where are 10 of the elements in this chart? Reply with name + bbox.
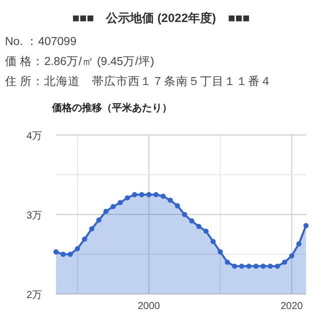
annotation: No. ：407099: [5, 36, 76, 48]
ytick: 2万: [26, 290, 42, 301]
xtick: 2000: [138, 301, 160, 312]
title: ■■■ 公示地価 (2022年度) ■■■: [72, 11, 250, 25]
annotation: 住 所：北海道 帯広市西１７条南５丁目１１番４: [5, 76, 272, 88]
annotation: 価 格：2.86万/㎡ (9.45万/坪): [5, 56, 154, 68]
subtitle: 価格の推移（平米あたり）: [52, 103, 172, 114]
ytick: 4万: [26, 131, 42, 142]
xtick: 2020: [280, 301, 303, 312]
ytick: 3万: [26, 210, 42, 222]
